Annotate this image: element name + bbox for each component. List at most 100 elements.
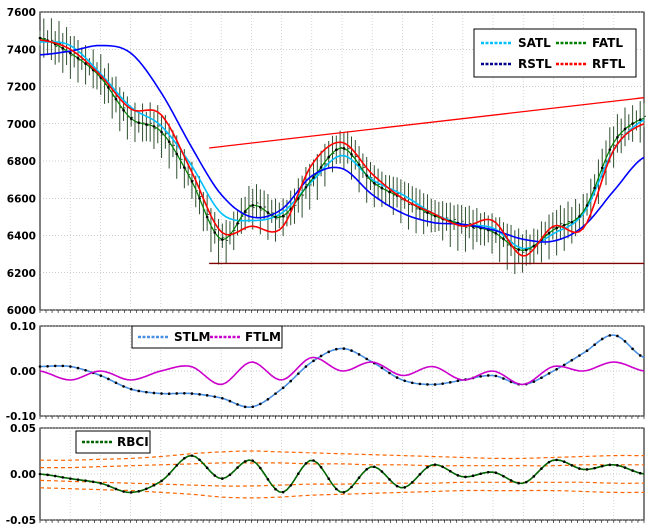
series-marker <box>509 479 513 482</box>
series-marker <box>122 385 125 388</box>
series-marker <box>190 180 194 183</box>
series-marker <box>600 166 604 170</box>
y-tick-label: 0.10 <box>10 321 36 333</box>
series-marker <box>448 381 452 384</box>
series-marker <box>46 473 49 477</box>
y-tick-label: 0.05 <box>10 423 36 435</box>
y-tick-label: 6600 <box>7 193 36 205</box>
series-marker <box>167 140 171 144</box>
series-marker <box>631 347 634 351</box>
series-marker <box>198 458 201 462</box>
y-tick-label: 7400 <box>7 44 36 56</box>
series-marker <box>350 349 353 352</box>
series-marker <box>616 464 619 467</box>
series-marker <box>304 365 308 368</box>
series-marker <box>532 475 536 478</box>
series-marker <box>388 478 391 481</box>
series-marker <box>274 215 277 219</box>
series-marker <box>638 354 642 357</box>
legend-label-satl: SATL <box>518 36 551 50</box>
series-marker <box>297 197 300 200</box>
series-marker <box>600 337 604 341</box>
y-tick-label: 6000 <box>7 305 36 317</box>
series-marker <box>357 163 361 166</box>
series-marker <box>638 471 642 475</box>
series-marker <box>304 462 308 465</box>
series-marker <box>38 365 42 368</box>
series-marker <box>53 474 57 478</box>
series-marker <box>486 470 490 474</box>
y-tick-label: 7600 <box>7 7 36 19</box>
series-marker <box>555 367 558 371</box>
series-marker <box>372 465 376 469</box>
series-marker <box>570 464 574 467</box>
legend-label-fatl: FATL <box>592 36 623 50</box>
series-marker <box>319 166 323 169</box>
series-marker <box>137 121 141 125</box>
series-marker <box>297 372 300 375</box>
series-marker <box>524 248 528 252</box>
series-line-stlm <box>39 334 645 409</box>
series-marker <box>122 490 125 493</box>
series-marker <box>327 350 331 354</box>
series-marker <box>251 405 255 409</box>
series-marker <box>388 371 391 375</box>
legend-label-rstl: RSTL <box>518 57 552 71</box>
series-line-ftlm <box>39 356 645 386</box>
series-marker <box>365 467 368 471</box>
series-marker <box>631 122 634 125</box>
series-marker <box>221 477 224 480</box>
series-marker <box>555 458 558 462</box>
series-marker <box>160 479 163 483</box>
series-marker <box>175 392 179 395</box>
series-marker <box>84 479 87 482</box>
series-marker <box>517 481 520 485</box>
series-marker <box>335 347 338 351</box>
series-marker <box>380 186 384 190</box>
series-marker <box>312 176 315 179</box>
series-marker <box>380 470 384 473</box>
series-marker <box>236 466 239 469</box>
series-marker <box>631 469 634 472</box>
series-marker <box>616 334 619 338</box>
series-marker <box>502 474 505 478</box>
series-marker <box>69 51 72 55</box>
series-line-fatl <box>39 37 645 252</box>
y-tick-label: 0.00 <box>10 469 36 481</box>
series-marker <box>213 231 217 234</box>
series-marker <box>76 366 80 370</box>
series-marker <box>593 186 596 190</box>
series-marker <box>319 354 323 358</box>
series-marker <box>570 220 574 224</box>
series-marker <box>145 390 148 394</box>
indicator-series <box>38 36 645 499</box>
series-marker <box>578 215 581 218</box>
series-marker <box>335 148 338 152</box>
series-marker <box>274 487 277 491</box>
series-marker <box>585 468 589 471</box>
y-tick-label: 0.00 <box>10 366 36 378</box>
series-marker <box>76 56 80 60</box>
series-marker <box>251 459 255 462</box>
series-marker <box>395 376 399 379</box>
series-marker <box>221 238 224 241</box>
series-marker <box>441 465 444 469</box>
series-marker <box>198 393 201 396</box>
legend-label-rbci: RBCI <box>117 435 149 449</box>
series-marker <box>167 472 171 476</box>
series-marker <box>555 226 558 230</box>
series-marker <box>61 476 65 479</box>
series-marker <box>395 484 399 488</box>
series-marker <box>585 349 589 353</box>
series-line-satl <box>39 41 645 250</box>
y-tick-label: 7000 <box>7 119 36 131</box>
series-marker <box>357 476 361 479</box>
series-marker <box>69 477 72 480</box>
series-marker <box>107 377 110 381</box>
grid-lines <box>40 11 644 521</box>
series-marker <box>84 368 87 372</box>
series-marker <box>502 237 505 241</box>
series-marker <box>46 364 49 368</box>
series-marker <box>623 340 627 343</box>
trendline <box>209 97 645 149</box>
